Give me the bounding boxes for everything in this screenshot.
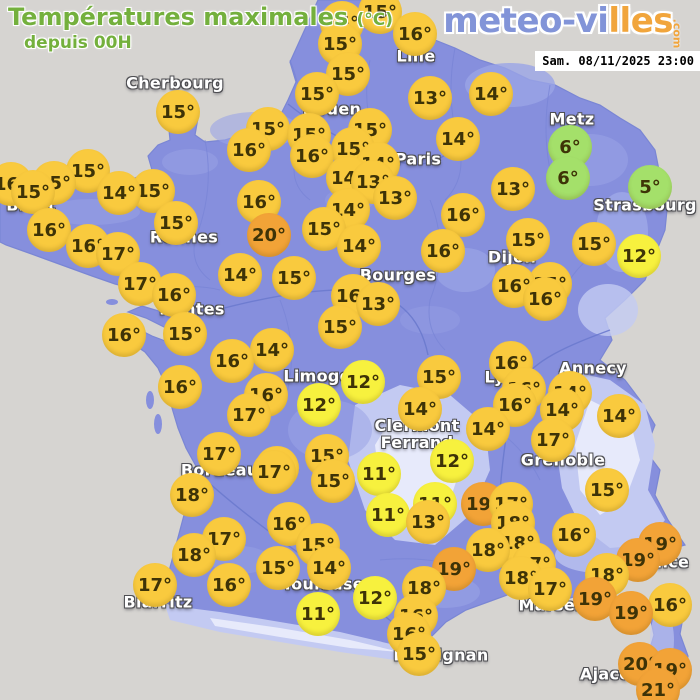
logo-com-suffix: .com — [670, 18, 684, 49]
logo-part-blue: meteo-vi — [443, 1, 609, 41]
temp-bubble: 12° — [353, 576, 397, 620]
temp-bubble: 15° — [585, 468, 629, 512]
datetime-badge: Sam. 08/11/2025 23:00 — [535, 51, 700, 71]
temp-bubble: 16° — [421, 229, 465, 273]
temp-bubble: 13° — [373, 176, 417, 220]
temp-bubble: 11° — [296, 592, 340, 636]
temp-bubble: 16° — [393, 12, 437, 56]
temp-bubble: 14° — [398, 387, 442, 431]
temp-bubble: 15° — [417, 355, 461, 399]
temp-bubble: 14° — [469, 72, 513, 116]
temp-bubble: 15° — [11, 170, 55, 214]
title-text: Températures maximales — [8, 3, 349, 31]
temp-bubble: 13° — [491, 167, 535, 211]
temp-bubble: 17° — [118, 262, 162, 306]
temp-bubble: 17° — [133, 563, 177, 607]
temp-bubble: 14° — [436, 117, 480, 161]
temp-bubble: 15° — [295, 72, 339, 116]
page-subtitle: depuis 00H — [24, 33, 132, 53]
temp-bubble: 11° — [357, 452, 401, 496]
temp-bubble: 14° — [97, 171, 141, 215]
temp-bubble: 16° — [207, 563, 251, 607]
temp-bubble: 16° — [648, 583, 692, 627]
temp-bubble: 6° — [546, 156, 590, 200]
temp-bubble: 17° — [197, 432, 241, 476]
temp-bubble: 12° — [617, 234, 661, 278]
temp-bubble: 18° — [172, 533, 216, 577]
temp-bubble: 5° — [628, 165, 672, 209]
temp-bubble: 21° — [636, 668, 680, 700]
temp-bubble: 16° — [290, 134, 334, 178]
temp-bubble: 13° — [408, 76, 452, 120]
temp-bubble: 14° — [250, 328, 294, 372]
temp-bubble: 16° — [152, 273, 196, 317]
temp-bubble: 12° — [430, 439, 474, 483]
temp-bubble: 15° — [256, 546, 300, 590]
temp-bubble: 11° — [366, 493, 410, 537]
temp-bubble: 15° — [156, 90, 200, 134]
temp-bubble: 19° — [573, 577, 617, 621]
temp-bubble: 14° — [597, 394, 641, 438]
temp-bubble: 14° — [337, 224, 381, 268]
temp-bubble: 17° — [96, 232, 140, 276]
temp-bubble: 15° — [572, 222, 616, 266]
temp-bubble: 15° — [272, 256, 316, 300]
temp-bubble: 20° — [247, 213, 291, 257]
temp-bubble: 17° — [528, 567, 572, 611]
temp-bubble: 13° — [406, 500, 450, 544]
meteo-villes-logo[interactable]: meteo-villes — [443, 1, 673, 41]
temp-bubble: 15° — [154, 201, 198, 245]
temp-bubble: 16° — [27, 208, 71, 252]
temp-bubble: 16° — [552, 513, 596, 557]
temp-bubble: 18° — [170, 473, 214, 517]
page-title: Températures maximales (°C) — [8, 3, 393, 31]
temp-bubble: 16° — [523, 277, 567, 321]
temp-bubble: 15° — [318, 305, 362, 349]
temp-bubble: 16° — [158, 365, 202, 409]
temp-bubble: 14° — [307, 546, 351, 590]
temp-bubble: 15° — [311, 459, 355, 503]
temp-bubble: 19° — [609, 591, 653, 635]
temp-bubble: 16° — [210, 339, 254, 383]
temp-bubble: 15° — [506, 218, 550, 262]
temp-bubble: 14° — [466, 407, 510, 451]
temp-bubble: 17° — [531, 418, 575, 462]
temp-bubble: 17° — [227, 393, 271, 437]
logo-part-orange: lles — [608, 1, 673, 41]
temp-bubble: 15° — [163, 312, 207, 356]
temp-bubble: 16° — [227, 128, 271, 172]
temp-bubble: 14° — [218, 253, 262, 297]
temp-bubble: 16° — [102, 313, 146, 357]
temp-bubble: 17° — [252, 450, 296, 494]
temp-bubble: 13° — [356, 282, 400, 326]
title-unit: (°C) — [356, 10, 394, 30]
temp-bubble: 15° — [397, 632, 441, 676]
temp-bubble: 12° — [341, 360, 385, 404]
temp-bubble: 12° — [297, 383, 341, 427]
